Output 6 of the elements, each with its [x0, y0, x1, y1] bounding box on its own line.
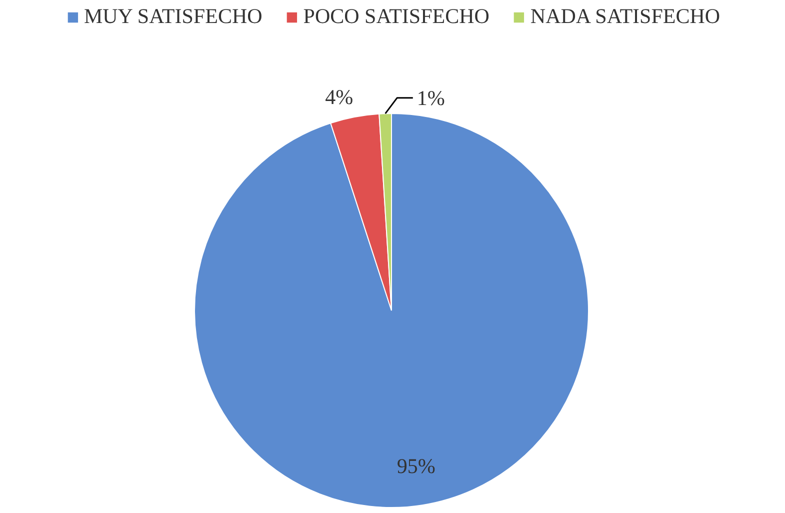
data-label: 95%	[396, 454, 436, 478]
data-label: 1%	[416, 86, 445, 110]
legend-label: POCO SATISFECHO	[303, 4, 490, 29]
data-label: 4%	[325, 85, 354, 110]
legend-label: NADA SATISFECHO	[530, 4, 720, 29]
legend-label: MUY SATISFECHO	[84, 4, 262, 29]
